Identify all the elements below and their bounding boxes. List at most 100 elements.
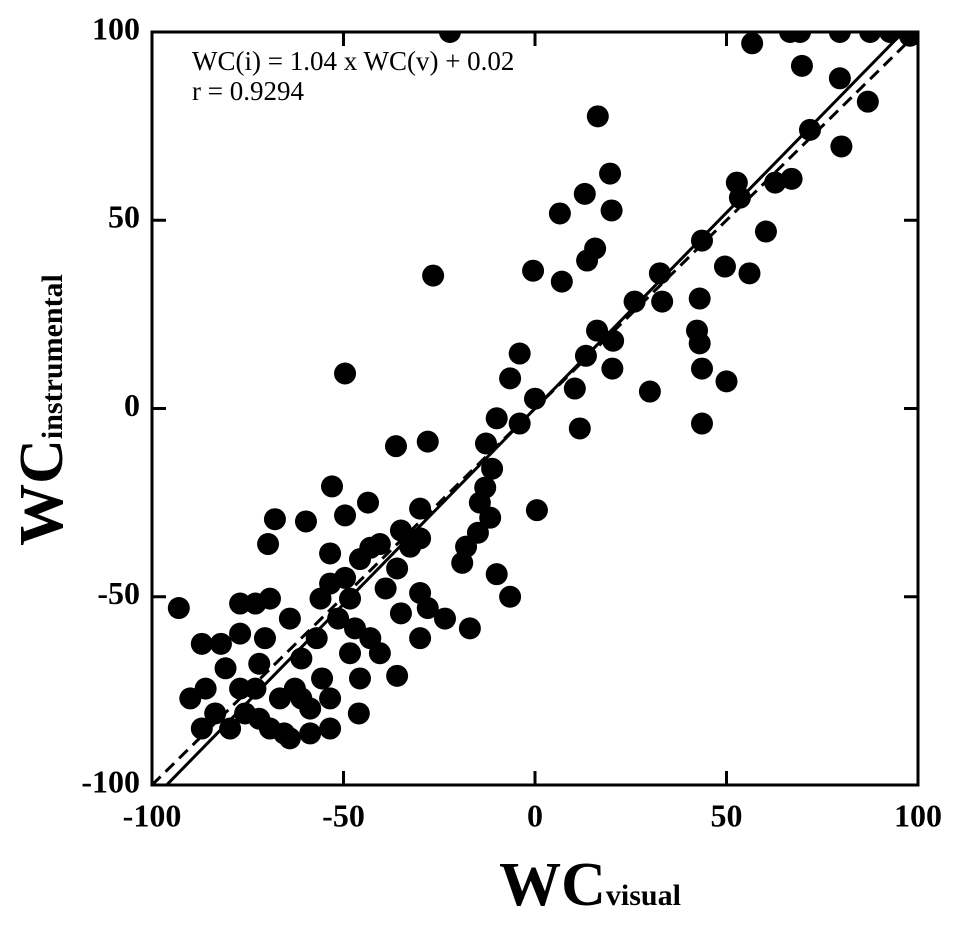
point (305, 627, 328, 650)
point (433, 607, 456, 630)
x-tick-label: 0 (527, 797, 543, 833)
point (499, 367, 522, 390)
point (499, 585, 522, 608)
point (485, 407, 508, 430)
y-tick-label: 50 (108, 199, 140, 235)
point (244, 592, 267, 615)
point (828, 67, 851, 90)
point (525, 499, 548, 522)
point (319, 687, 342, 710)
point (688, 287, 711, 310)
point (522, 259, 545, 282)
point (229, 677, 252, 700)
point (244, 677, 267, 700)
point (601, 357, 624, 380)
point (713, 255, 736, 278)
point (688, 332, 711, 355)
point (600, 199, 623, 222)
point (294, 510, 317, 533)
point (311, 667, 334, 690)
equation: WC(i) = 1.04 x WC(v) + 0.02 (192, 46, 514, 76)
point (715, 370, 738, 393)
x-tick-label: 50 (711, 797, 743, 833)
point (334, 566, 357, 589)
correlation: r = 0.9294 (192, 76, 304, 106)
point (214, 657, 237, 680)
point (623, 290, 646, 313)
x-axis-label: WCvisual (499, 851, 681, 919)
point (386, 664, 409, 687)
point (416, 597, 439, 620)
point (651, 290, 674, 313)
point (568, 417, 591, 440)
x-tick-label: -50 (322, 797, 365, 833)
point (479, 506, 502, 529)
point (485, 563, 508, 586)
y-label-main: WC (8, 439, 76, 546)
point (754, 220, 777, 243)
y-tick-label: 100 (92, 10, 140, 46)
y-axis-label: WCinstrumental (8, 274, 76, 546)
point (790, 54, 813, 77)
point (416, 430, 439, 453)
point (481, 457, 504, 480)
fit-line (152, 32, 918, 785)
point (741, 32, 764, 55)
point (248, 652, 271, 675)
point (357, 491, 380, 514)
point (638, 380, 661, 403)
point (368, 642, 391, 665)
point (209, 632, 232, 655)
point (334, 504, 357, 527)
point (219, 717, 242, 740)
point (327, 607, 350, 630)
point (856, 90, 879, 113)
point (474, 432, 497, 455)
point (167, 597, 190, 620)
point (573, 182, 596, 205)
point (190, 717, 213, 740)
point (339, 642, 362, 665)
point (458, 617, 481, 640)
point (268, 687, 291, 710)
point (257, 533, 280, 556)
x-tick-label: -100 (123, 797, 182, 833)
point (690, 412, 713, 435)
point (319, 717, 342, 740)
point (422, 264, 445, 287)
point (738, 262, 761, 285)
point (690, 229, 713, 252)
x-tick-label: 100 (894, 797, 942, 833)
point (347, 702, 370, 725)
point (273, 722, 296, 745)
point (599, 162, 622, 185)
point (348, 548, 371, 571)
point (830, 135, 853, 158)
point (548, 202, 571, 225)
point (334, 362, 357, 385)
point (229, 592, 252, 615)
point (451, 551, 474, 574)
point (586, 319, 609, 342)
y-tick-label: 0 (124, 387, 140, 423)
point (263, 508, 286, 531)
x-label-sub: visual (606, 879, 681, 912)
y-label-sub: instrumental (36, 274, 69, 439)
point (384, 435, 407, 458)
point (550, 270, 573, 293)
point (563, 377, 586, 400)
point (179, 687, 202, 710)
point (576, 249, 599, 272)
point (386, 557, 409, 580)
y-tick-label: -50 (97, 575, 140, 611)
point (309, 587, 332, 610)
point (229, 622, 252, 645)
point (278, 607, 301, 630)
point (828, 32, 851, 43)
point (409, 627, 432, 650)
point (438, 32, 461, 43)
point (690, 357, 713, 380)
point (780, 167, 803, 190)
point (389, 602, 412, 625)
point (389, 519, 412, 542)
